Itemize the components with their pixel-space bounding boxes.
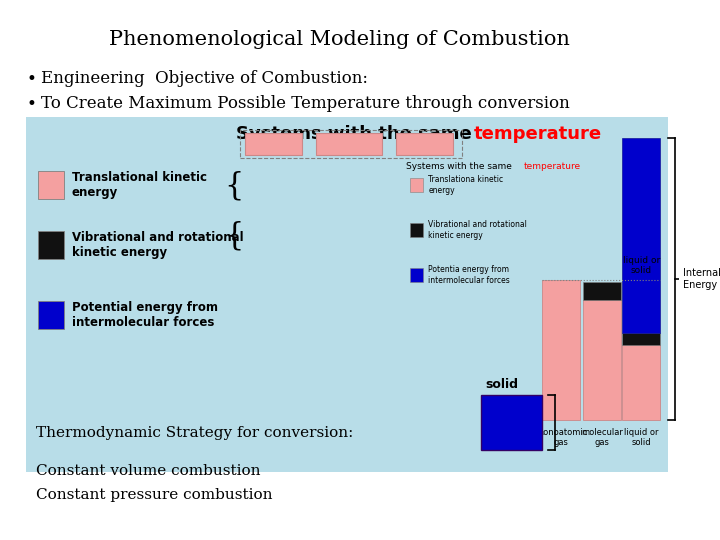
Text: liquid or
solid: liquid or solid [624, 428, 659, 448]
Bar [316, 133, 382, 155]
Text: Systems with the same: Systems with the same [405, 162, 514, 171]
Text: •: • [27, 95, 36, 113]
Text: Translational kinetic
energy: Translational kinetic energy [72, 171, 207, 199]
Text: Potential energy from
intermolecular forces: Potential energy from intermolecular for… [72, 301, 217, 329]
Text: Vibrational and rotational
kinetic energy: Vibrational and rotational kinetic energ… [428, 220, 527, 240]
Bar [622, 138, 660, 333]
Text: Thermodynamic Strategy for conversion:: Thermodynamic Strategy for conversion: [36, 426, 354, 440]
Text: Internal
Energy: Internal Energy [683, 268, 720, 290]
Text: {: { [224, 220, 243, 251]
Text: molecular
gas: molecular gas [581, 428, 623, 448]
Bar [410, 268, 423, 282]
Bar [37, 301, 64, 329]
Bar [622, 345, 660, 420]
Bar [37, 231, 64, 259]
Text: Constant volume combustion: Constant volume combustion [36, 464, 261, 478]
Bar [410, 178, 423, 192]
Text: Constant pressure combustion: Constant pressure combustion [36, 488, 272, 502]
Bar [246, 133, 302, 155]
Text: monoatomic
gas: monoatomic gas [535, 428, 588, 448]
Bar [37, 171, 64, 199]
Bar [582, 282, 621, 300]
Text: To Create Maximum Possible Temperature through conversion: To Create Maximum Possible Temperature t… [42, 95, 570, 112]
Bar [582, 300, 621, 420]
Text: temperature: temperature [474, 125, 601, 143]
Text: •: • [27, 70, 36, 88]
Bar [622, 333, 660, 345]
Text: Engineering  Objective of Combustion:: Engineering Objective of Combustion: [42, 70, 369, 87]
Bar [481, 395, 542, 450]
Text: Phenomenological Modeling of Combustion: Phenomenological Modeling of Combustion [109, 30, 570, 49]
Text: solid: solid [485, 378, 518, 391]
Bar [396, 133, 453, 155]
Text: liquid or
solid: liquid or solid [623, 256, 660, 275]
Bar [410, 223, 423, 237]
Text: {: { [224, 170, 243, 201]
Text: Systems with the same: Systems with the same [235, 125, 478, 143]
Bar [27, 117, 667, 472]
Text: Translationa kinetic
energy: Translationa kinetic energy [428, 176, 503, 195]
Bar [542, 280, 580, 420]
Text: Potentia energy from
intermolecular forces: Potentia energy from intermolecular forc… [428, 265, 510, 285]
Bar [240, 130, 462, 158]
Text: temperature: temperature [523, 162, 580, 171]
Text: Vibrational and rotational
kinetic energy: Vibrational and rotational kinetic energ… [72, 231, 243, 259]
